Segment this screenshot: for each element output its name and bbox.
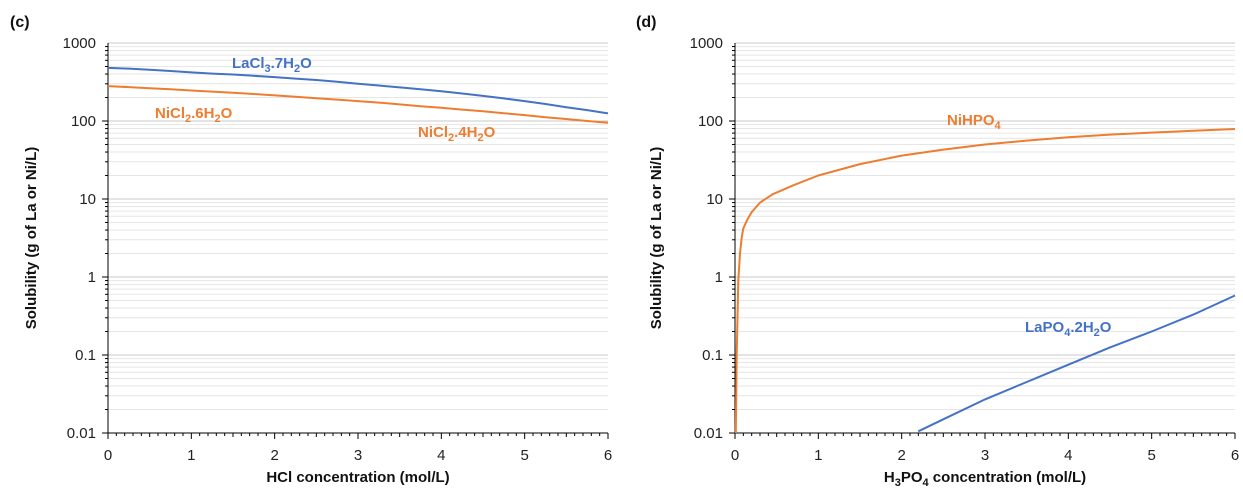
series-line <box>107 85 609 124</box>
x-tick-label: 4 <box>1064 447 1072 464</box>
gridlines <box>108 42 608 411</box>
y-axis-title: Solubility (g of La or Ni/L) <box>648 147 665 329</box>
y-tick-label: 100 <box>698 113 723 130</box>
series-label: NiCl2.4H2O <box>418 124 496 144</box>
x-tick-label: 1 <box>814 447 822 464</box>
series-line <box>917 294 1236 433</box>
x-tick-label: 2 <box>897 447 905 464</box>
y-tick-label: 1000 <box>690 35 723 52</box>
series-label: LaPO4.2H2O <box>1025 319 1112 339</box>
y-tick-label: 10 <box>79 191 96 208</box>
gridlines <box>735 42 1235 411</box>
y-tick-label: 100 <box>71 113 96 130</box>
y-tick-label: 0.01 <box>694 425 723 442</box>
x-tick-label: 6 <box>1231 447 1239 464</box>
y-tick-label: 0.1 <box>702 347 723 364</box>
x-tick-label: 3 <box>981 447 989 464</box>
y-tick-label: 0.1 <box>75 347 96 364</box>
y-tick-label: 1 <box>88 269 96 286</box>
panel-label: (c) <box>10 14 30 31</box>
chart-panel-d: 0 1 2 3 4 5 6 0.01 0.1 1 10 100 1000 (d) Solubility (g… <box>636 14 1239 489</box>
x-axis-title: H3PO4 concentration (mol/L) <box>884 469 1086 489</box>
x-tick-label: 1 <box>187 447 195 464</box>
x-tick-label: 3 <box>354 447 362 464</box>
y-tick-label: 0.01 <box>67 425 96 442</box>
x-tick-label: 5 <box>520 447 528 464</box>
x-axis-title: HCl concentration (mol/L) <box>266 469 449 486</box>
series-line <box>107 66 609 115</box>
x-tick-label: 0 <box>731 447 739 464</box>
y-tick-label: 1 <box>715 269 723 286</box>
panel-label: (d) <box>636 14 656 31</box>
series-label: NiHPO4 <box>947 112 1002 132</box>
chart-panel-c: 0 1 2 3 4 5 6 0.01 0.1 1 10 100 1000 (c) Solubility (g… <box>10 14 612 486</box>
y-axis-title: Solubility (g of La or Ni/L) <box>23 147 40 329</box>
series-label: NiCl2.6H2O <box>155 105 233 125</box>
series-line <box>734 128 1236 434</box>
x-tick-label: 2 <box>270 447 278 464</box>
series-label: LaCl3.7H2O <box>232 55 312 75</box>
y-tick-label: 1000 <box>63 35 96 52</box>
x-tick-label: 4 <box>437 447 445 464</box>
y-tick-label: 10 <box>706 191 723 208</box>
x-tick-label: 0 <box>104 447 112 464</box>
x-tick-label: 6 <box>604 447 612 464</box>
x-tick-label: 5 <box>1147 447 1155 464</box>
